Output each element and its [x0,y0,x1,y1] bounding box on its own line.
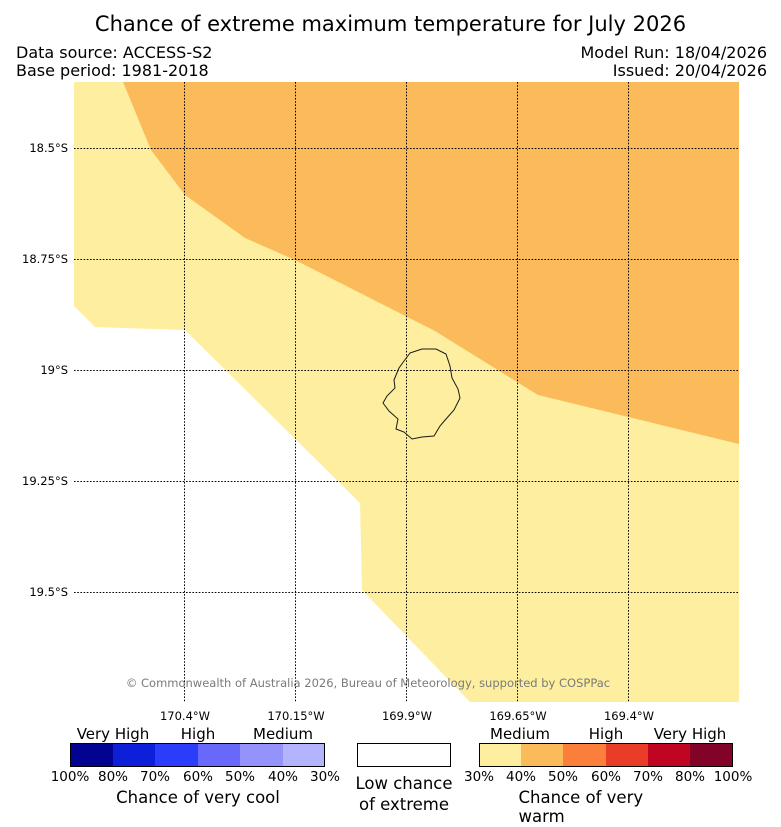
warm-swatch [563,743,606,767]
cool-percent-tick: 70% [139,769,171,785]
warm-percent-tick: 30% [463,769,495,785]
medium-chance-region [74,82,739,702]
warm-percent-tick: 100% [713,769,753,785]
graticule [74,82,739,702]
issued-date: Issued: 20/04/2026 [612,61,767,80]
copyright-notice: © Commonwealth of Australia 2026, Bureau… [125,676,611,690]
cool-percent-tick: 30% [309,769,341,785]
warm-percent-tick: 80% [674,769,706,785]
lon-label: 169.4°W [603,709,655,723]
cool-swatch [155,743,198,767]
cool-legend-caption: Chance of very cool [116,788,280,807]
map-frame [74,82,739,702]
low-chance-caption: of extreme [358,795,450,814]
map-title: Chance of extreme maximum temperature fo… [94,12,687,36]
cool-swatch [198,743,240,767]
warm-percent-tick: 40% [505,769,537,785]
lat-label: 19.25°S [22,474,68,488]
warm-swatch [648,743,690,767]
cool-category-label: Very High [76,725,150,743]
warm-swatch [690,743,733,767]
warm-percent-tick: 70% [632,769,664,785]
data-source: Data source: ACCESS-S2 [16,43,213,62]
cool-percent-tick: 50% [224,769,256,785]
cool-percent-tick: 60% [182,769,214,785]
lon-label: 170.4°W [159,709,211,723]
low-chance-swatch [357,743,451,767]
cool-percent-tick: 40% [267,769,299,785]
warm-bar-outline [479,743,733,767]
lon-label: 169.65°W [489,709,547,723]
warm-swatch [479,743,521,767]
cool-swatch [240,743,283,767]
cool-category-label: High [180,725,216,743]
warm-category-label: Very High [653,725,727,743]
cool-bar-outline [70,743,325,767]
cool-percent-tick: 100% [50,769,90,785]
cool-swatch [113,743,155,767]
warm-category-label: High [588,725,624,743]
warm-swatch [521,743,563,767]
island-coastline [382,348,461,440]
base-period: Base period: 1981-2018 [16,61,209,80]
low-chance-caption: Low chance [355,774,453,793]
warm-percent-tick: 50% [547,769,579,785]
warm-legend-caption: Chance of very warm [518,788,644,826]
lat-label: 19.5°S [29,585,68,599]
cool-percent-tick: 80% [97,769,129,785]
lat-label: 18.5°S [29,141,68,155]
lon-label: 169.9°W [381,709,433,723]
cool-category-label: Medium [253,725,313,743]
lat-label: 19°S [40,363,68,377]
model-run: Model Run: 18/04/2026 [580,43,768,62]
high-chance-region [123,82,739,444]
lat-label: 18.75°S [22,252,68,266]
warm-swatch [606,743,648,767]
warm-category-label: Medium [490,725,550,743]
warm-percent-tick: 60% [590,769,622,785]
lon-label: 170.15°W [267,709,325,723]
cool-swatch [70,743,113,767]
cool-swatch [283,743,325,767]
